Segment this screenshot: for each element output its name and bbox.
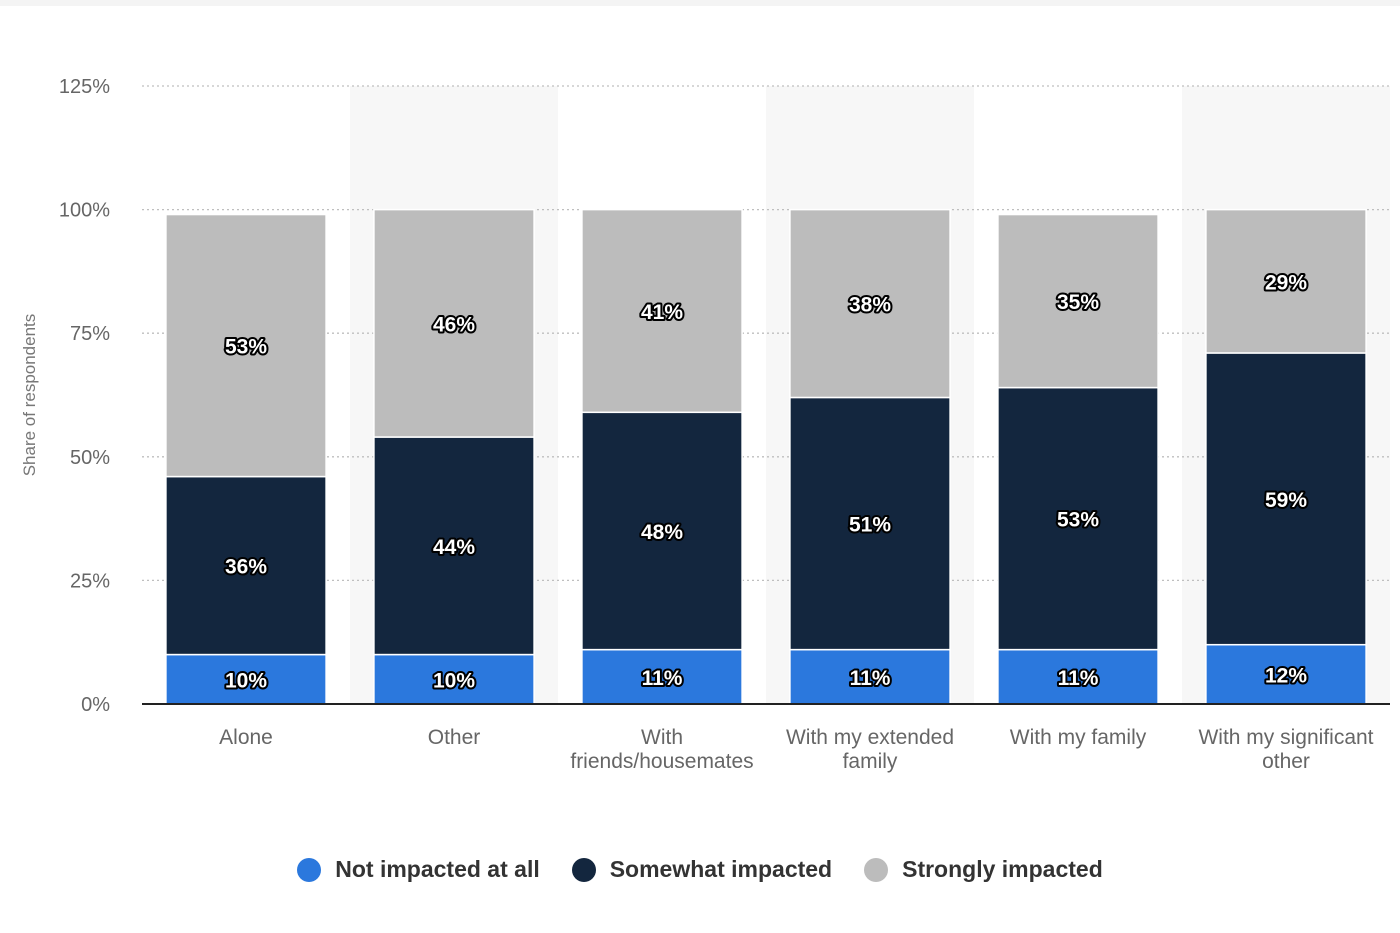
value-label: 11%	[850, 667, 891, 690]
value-label: 10%	[225, 669, 267, 692]
value-label: 48%	[641, 521, 683, 544]
legend-label-somewhat-impacted: Somewhat impacted	[609, 856, 833, 882]
bar-segment-somewhat-impacted[interactable]	[1205, 352, 1367, 646]
bar-segment-strongly-impacted[interactable]	[581, 208, 743, 414]
value-label: 12%	[1265, 664, 1307, 687]
bar-segment-strongly-impacted[interactable]	[789, 208, 951, 399]
y-tick-label: 50%	[70, 447, 110, 469]
bar-segment-strongly-impacted[interactable]	[1205, 208, 1367, 354]
legend-swatch-strongly-impacted	[864, 857, 889, 882]
bar-segment-strongly-impacted[interactable]	[373, 208, 535, 438]
legend-label-not-impacted: Not impacted at all	[335, 856, 540, 882]
bar-segment-not-impacted[interactable]	[997, 648, 1159, 705]
legend-item-not-impacted[interactable]: Not impacted at all	[297, 856, 540, 883]
legend: Not impacted at all Somewhat impacted St…	[0, 856, 1400, 883]
value-labels: 10% 36% 53% 10% 44% 46% 11% 48% 41% 11% 51% 38% 11% 5…	[223, 269, 1309, 694]
bar-segment-somewhat-impacted[interactable]	[581, 411, 743, 651]
bar-segment-somewhat-impacted[interactable]	[789, 396, 951, 651]
legend-item-somewhat-impacted[interactable]: Somewhat impacted	[571, 856, 833, 883]
bar-segment-not-impacted[interactable]	[373, 653, 535, 705]
value-label: 35%	[1057, 291, 1099, 314]
x-axis-categories: Alone Other With friends/housemates With my …	[219, 726, 1374, 773]
x-category-label: With my significant other	[1198, 726, 1373, 773]
x-category-label: With my extended family	[786, 726, 954, 773]
x-category-label: Alone	[219, 726, 273, 749]
bar-segment-not-impacted[interactable]	[789, 648, 951, 705]
value-label: 10%	[433, 669, 475, 692]
legend-item-strongly-impacted[interactable]: Strongly impacted	[864, 856, 1103, 883]
legend-label-strongly-impacted: Strongly impacted	[902, 856, 1103, 882]
legend-swatch-not-impacted	[297, 857, 322, 882]
value-label: 53%	[1057, 509, 1099, 532]
top-strip	[0, 0, 1400, 6]
value-label: 44%	[433, 536, 475, 559]
y-tick-label: 125%	[59, 76, 110, 98]
value-label: 46%	[433, 313, 475, 336]
bar-segment-not-impacted[interactable]	[1205, 643, 1367, 705]
y-tick-label: 25%	[70, 570, 110, 592]
value-label: 59%	[1265, 489, 1307, 512]
bar-segment-not-impacted[interactable]	[165, 653, 327, 705]
gridlines	[142, 85, 1390, 582]
value-label: 38%	[849, 294, 891, 317]
bar-segment-somewhat-impacted[interactable]	[997, 386, 1159, 651]
x-category-label: Other	[428, 726, 481, 749]
x-category-label: With my family	[1010, 726, 1147, 749]
bar-segment-somewhat-impacted[interactable]	[165, 475, 327, 656]
stacked-bar-chart: 0% 25% 50% 75% 100% 125% Share of respondents…	[20, 76, 1390, 773]
bar-segment-somewhat-impacted[interactable]	[373, 436, 535, 656]
value-label: 36%	[225, 556, 267, 579]
value-label: 11%	[1058, 667, 1099, 690]
bars	[165, 208, 1367, 705]
y-tick-label: 75%	[70, 323, 110, 345]
y-tick-label: 0%	[81, 694, 110, 716]
value-label: 11%	[642, 667, 683, 690]
bar-segment-strongly-impacted[interactable]	[165, 213, 327, 478]
y-tick-label: 100%	[59, 200, 110, 222]
value-label: 53%	[225, 336, 267, 359]
value-label: 51%	[849, 514, 891, 537]
x-category-label: With friends/housemates	[570, 726, 753, 773]
value-label: 29%	[1265, 271, 1307, 294]
legend-swatch-somewhat-impacted	[571, 857, 596, 882]
y-axis-ticks: 0% 25% 50% 75% 100% 125%	[59, 76, 110, 716]
y-axis-label: Share of respondents	[20, 314, 39, 477]
bar-segment-strongly-impacted[interactable]	[997, 213, 1159, 389]
value-label: 41%	[641, 301, 683, 324]
